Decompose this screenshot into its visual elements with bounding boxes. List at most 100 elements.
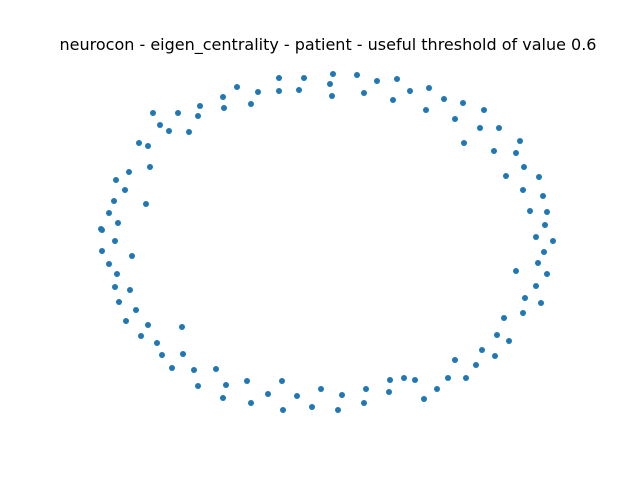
graph-node [166, 128, 172, 134]
graph-node [390, 97, 396, 103]
graph-node [112, 238, 118, 244]
graph-node [460, 100, 466, 106]
graph-node [533, 234, 539, 240]
graph-node [195, 383, 201, 389]
chart-title: neurocon - eigen_centrality - patient - … [60, 35, 597, 55]
graph-node [296, 87, 302, 93]
graph-node [133, 307, 139, 313]
graph-node [496, 125, 502, 131]
graph-node [550, 238, 556, 244]
graph-node [533, 283, 539, 289]
graph-node [461, 140, 467, 146]
graph-node [513, 150, 519, 156]
graph-node [421, 396, 427, 402]
graph-node [501, 315, 507, 321]
graph-node [423, 107, 429, 113]
graph-node [244, 378, 250, 384]
graph-node [452, 116, 458, 122]
graph-node [112, 284, 118, 290]
graph-node [477, 125, 483, 131]
graph-node [535, 260, 541, 266]
graph-node [127, 287, 133, 293]
graph-node [220, 94, 226, 100]
graph-node [544, 271, 550, 277]
graph-node [354, 72, 360, 78]
graph-node [339, 392, 345, 398]
graph-node [115, 220, 121, 226]
graph-node [116, 299, 122, 305]
graph-node [150, 110, 156, 116]
graph-node [147, 164, 153, 170]
graph-node [520, 310, 526, 316]
node-layer [98, 71, 556, 413]
graph-node [197, 103, 203, 109]
graph-node [186, 129, 192, 135]
graph-node [98, 226, 104, 232]
graph-node [113, 177, 119, 183]
graph-node [154, 340, 160, 346]
graph-node [521, 164, 527, 170]
graph-node [506, 338, 512, 344]
graph-node [335, 407, 341, 413]
graph-node [106, 261, 112, 267]
graph-node [265, 391, 271, 397]
graph-node [111, 198, 117, 204]
graph-node [412, 377, 418, 383]
graph-node [363, 386, 369, 392]
graph-node [503, 173, 509, 179]
graph-node [327, 81, 333, 87]
graph-node [386, 389, 392, 395]
graph-node [330, 71, 336, 77]
graph-node [157, 122, 163, 128]
graph-node [426, 85, 432, 91]
graph-node [126, 169, 132, 175]
graph-node [520, 187, 526, 193]
graph-node [294, 393, 300, 399]
graph-node [473, 362, 479, 368]
graph-node [434, 386, 440, 392]
graph-node [517, 138, 523, 144]
graph-node [234, 84, 240, 90]
graph-node [191, 367, 197, 373]
graph-node [361, 400, 367, 406]
graph-node [159, 352, 165, 358]
graph-node [276, 75, 282, 81]
graph-node [318, 386, 324, 392]
graph-node [123, 318, 129, 324]
graph-node [122, 187, 128, 193]
graph-node [329, 93, 335, 99]
graph-node [479, 347, 485, 353]
graph-node [301, 75, 307, 81]
graph-node [129, 253, 135, 259]
graph-node [541, 249, 547, 255]
graph-node [106, 210, 112, 216]
graph-node [145, 322, 151, 328]
graph-node [279, 378, 285, 384]
graph-node [522, 295, 528, 301]
graph-node [452, 357, 458, 363]
graph-node [513, 268, 519, 274]
graph-node [138, 333, 144, 339]
graph-node [394, 76, 400, 82]
graph-node [544, 209, 550, 215]
graph-node [114, 271, 120, 277]
graph-node [195, 113, 201, 119]
graph-node [527, 208, 533, 214]
graph-node [492, 353, 498, 359]
graph-node [401, 375, 407, 381]
graph-node [248, 101, 254, 107]
graph-node [463, 375, 469, 381]
graph-node [255, 89, 261, 95]
graph-node [374, 78, 380, 84]
graph-node [536, 174, 542, 180]
graph-node [223, 382, 229, 388]
graph-node [248, 400, 254, 406]
graph-node [169, 365, 175, 371]
graph-node [481, 107, 487, 113]
graph-node [538, 300, 544, 306]
graph-node [99, 248, 105, 254]
graph-node [220, 395, 226, 401]
graph-node [407, 88, 413, 94]
graph-node [145, 143, 151, 149]
